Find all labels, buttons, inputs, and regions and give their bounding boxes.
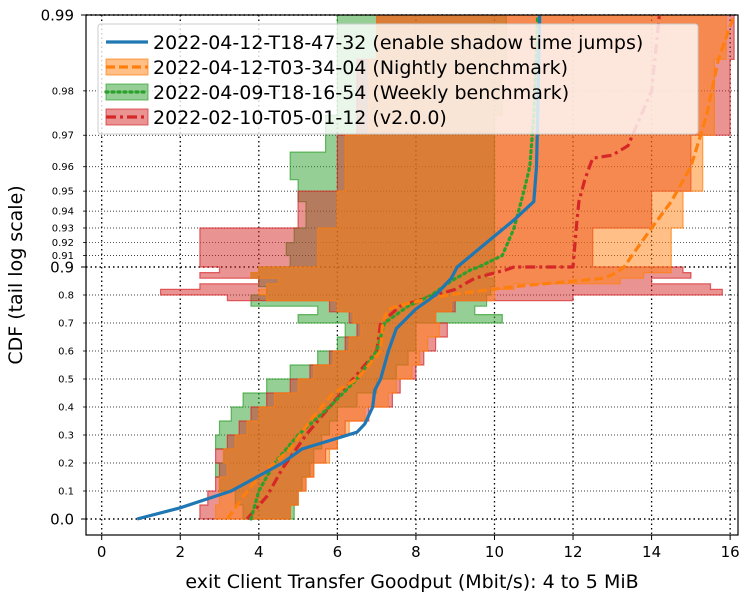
y-axis-label: CDF (tail log scale) (5, 185, 27, 364)
y-minor-tick-label: 0.8 (58, 291, 74, 302)
x-tick-label: 16 (721, 543, 740, 561)
y-minor-tick-label: 0.1 (58, 487, 74, 498)
y-minor-tick-label: 0.94 (52, 207, 74, 218)
x-tick-label: 2 (175, 543, 185, 561)
y-minor-tick-label: 0.98 (52, 86, 74, 97)
y-minor-tick-label: 0.97 (52, 131, 74, 142)
plot-frame (85, 14, 739, 536)
legend-label: 2022-02-10-T05-01-12 (v2.0.0) (153, 107, 447, 129)
series-line (226, 15, 736, 520)
y-minor-tick-label: 0.91 (52, 251, 74, 262)
axis-ticks: 0 2 4 6 8 10 12 14 16 0.1 0.2 0.3 0.4 0.5 0.6 0.7 0.8 0.9… (41, 7, 740, 562)
series-line (136, 15, 542, 521)
y-minor-tick-label: 0.5 (58, 375, 74, 386)
y-minor-tick-label: 0.92 (52, 238, 74, 249)
legend-label: 2022-04-12-T18-47-32 (enable shadow time… (153, 32, 643, 54)
y-minor-tick-label: 0.96 (52, 162, 74, 173)
y-minor-tick-label: 0.95 (52, 187, 74, 198)
y-minor-tick-label: 0.6 (58, 347, 74, 358)
y-minor-tick-label: 0.2 (58, 459, 74, 470)
y-minor-tick-label: 0.93 (52, 223, 74, 234)
y-major-tick-label: 0.0 (50, 511, 74, 529)
x-tick-label: 12 (563, 543, 582, 561)
legend-box (97, 23, 699, 135)
y-minor-tick-label: 0.3 (58, 431, 74, 442)
x-tick-label: 14 (642, 543, 661, 561)
series-line (245, 15, 661, 521)
y-major-tick-label: 0.9 (50, 259, 74, 277)
y-minor-tick-label: 0.4 (58, 403, 74, 414)
legend: 2022-04-12-T18-47-32 (enable shadow time… (97, 23, 699, 135)
x-axis-label: exit Client Transfer Goodput (Mbit/s): 4… (185, 571, 638, 593)
y-major-tick-label: 0.99 (41, 7, 74, 25)
x-tick-label: 8 (411, 543, 421, 561)
legend-label: 2022-04-09-T18-16-54 (Weekly benchmark) (153, 82, 569, 104)
x-tick-label: 6 (333, 543, 343, 561)
series-lines (136, 15, 736, 521)
x-tick-label: 0 (97, 543, 107, 561)
x-tick-label: 10 (485, 543, 504, 561)
x-tick-label: 4 (254, 543, 264, 561)
y-minor-tick-label: 0.7 (58, 319, 74, 330)
legend-label: 2022-04-12-T03-34-04 (Nightly benchmark) (153, 57, 568, 79)
